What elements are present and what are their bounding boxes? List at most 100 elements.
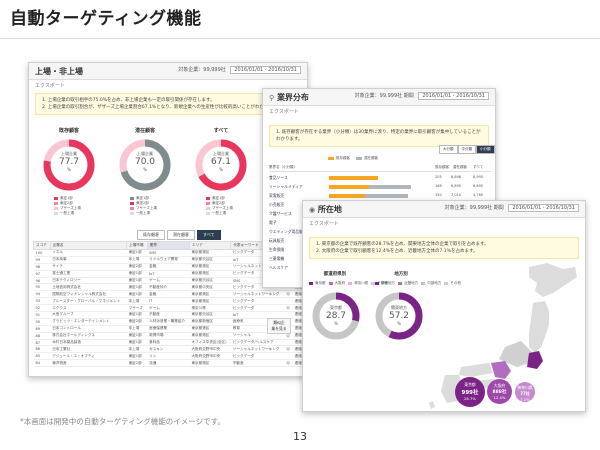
notice-line: 1. 上場企業の取引相手の75.0%を占め、非上場企業も一定の取引関係が存在しま… (42, 98, 215, 103)
contact-link[interactable]: 連絡 (292, 339, 305, 347)
period-picker[interactable]: 2016/01/01 - 2016/10/31 (508, 204, 579, 212)
table-row[interactable]: 88 株式会社ホールディングス 東証1部 新興市場 東京都港区 ソーシャル ☺ 連絡 (33, 332, 305, 340)
table-cell: 不動産 (230, 359, 285, 368)
industry-name[interactable]: 玩具販売 (269, 238, 285, 243)
donut-center: 東京都 28.7 % (325, 305, 347, 326)
column-header[interactable]: 企業名 (49, 241, 128, 250)
contact-link[interactable]: 連絡 (292, 304, 305, 313)
table-row[interactable]: 90 グラビッツ・エンターテインメント 東証2部 人材派遣業・職業紹介 東京都新宿区 医療… (33, 318, 305, 326)
industry-name[interactable]: 電子 (269, 220, 277, 225)
listed-status-window: 上場・非上場 対象企業：99,999社 2016/01/01 - 2016/10… (28, 62, 308, 377)
table-cell: 85 (33, 352, 51, 361)
seg-small[interactable]: 小分類 (476, 145, 495, 154)
contact-link[interactable]: 連絡 (292, 290, 305, 299)
table-cell: 93 (33, 297, 51, 306)
table-row[interactable]: 93 ブルースター・グローバル・マネジメント 非上場 IT 東京都港区 ビッグデータ 連絡 (33, 297, 305, 306)
user-icon[interactable]: ☺ (284, 359, 293, 368)
export-link[interactable]: エクスポート (309, 221, 339, 227)
user-icon[interactable] (284, 311, 293, 319)
contact-link[interactable]: 連絡 (292, 311, 305, 319)
industry-row[interactable]: 生命保険 (269, 246, 491, 254)
industry-row[interactable]: 三菱電機 (269, 255, 491, 263)
industry-row[interactable]: 食品ソース 205 8,898 8,995 (269, 174, 491, 182)
export-link[interactable]: エクスポート (35, 83, 65, 89)
contact-link[interactable]: 連絡 (292, 318, 305, 326)
industry-name[interactable]: 家電販売 (269, 193, 285, 198)
table-row[interactable]: 91 大島グループ 東証1部 不動産 東京都渋谷区 IoT 連絡 (33, 311, 305, 319)
table-cell: 100 (33, 249, 51, 257)
industry-row[interactable]: ヘルスケア (269, 264, 491, 272)
user-icon[interactable] (284, 352, 293, 361)
table-row[interactable]: 89 日本コントロール 非上場 医療保健業 東京都港区 教育 連絡 (33, 325, 305, 333)
user-icon[interactable]: ☺ (284, 304, 293, 313)
table-cell: SNS (147, 249, 190, 257)
filter-existing-button[interactable]: 既存顧客 (137, 230, 165, 240)
period-picker[interactable]: 2016/01/01 - 2016/10/31 (230, 66, 301, 74)
donut-legend: 東証1部 東証2部 マザーズ上場 一般上場 (206, 196, 233, 216)
table-cell: 国際航空フィナンシャル株式会社 (50, 290, 127, 299)
contact-link[interactable]: 連絡 (292, 297, 305, 306)
industry-row[interactable]: ウエディング用品販売 (269, 228, 491, 236)
contact-link[interactable]: 連絡 (292, 325, 305, 333)
industry-name[interactable]: 小売販売 (269, 202, 285, 207)
contact-link[interactable]: 連絡 (292, 352, 305, 361)
export-link[interactable]: エクスポート (269, 109, 299, 115)
filter-potential-button[interactable]: 潜在顧客 (167, 230, 195, 240)
column-header[interactable]: スコア (33, 241, 51, 250)
industry-row[interactable]: ソーシャルメディア 168 6,895 6,895 (269, 183, 491, 191)
table-cell: 東証1部 (126, 283, 148, 292)
user-icon[interactable]: ☺ (284, 290, 293, 299)
table-cell: 東京都港区 (189, 270, 231, 278)
seg-large[interactable]: 大分類 (439, 145, 458, 154)
column-header[interactable]: 業界 (146, 241, 190, 250)
table-cell: 東京都港区 (189, 359, 231, 368)
table-cell: 東京都港区 (189, 332, 231, 340)
table-cell: 東京都渋谷区 (189, 277, 231, 285)
user-icon[interactable] (284, 297, 293, 306)
column-header[interactable]: エリア (188, 241, 232, 250)
donut-center: 上場企業 77.7 % (58, 151, 80, 172)
period-label: 期間 (403, 93, 414, 99)
user-icon[interactable]: ☺ (284, 332, 293, 340)
table-row[interactable]: 87 木村日本薬品製造 東証1部 食料品 オフィス中央区(全区) ビッグデータ/ヘルスケア… (33, 339, 305, 347)
industry-name[interactable]: 生命保険 (269, 247, 285, 252)
table-cell: 87 (33, 339, 51, 347)
user-icon[interactable]: ☺ (284, 345, 293, 354)
location-donut-arc (375, 292, 423, 340)
industry-name[interactable]: ソーシャルメディア (269, 184, 303, 189)
industry-row[interactable]: 家電販売 150 7,010 4,765 (269, 192, 491, 200)
filter-all-button[interactable]: すべて (197, 230, 221, 240)
similar-company-tooltip[interactable]: 類似企 業を見る (267, 318, 291, 334)
table-cell: ビッグデータ (230, 270, 285, 278)
table-cell: 非上場 (126, 345, 148, 354)
table-row[interactable]: 85 アジュール・エ・オプティ 東証1部 リン 大阪府交野市中央 ビッグデータ 連絡 (33, 352, 305, 361)
bubble-kanagawa: 神奈川県 77社 7.1% (515, 382, 535, 402)
industry-name[interactable]: ウエディング用品販売 (269, 229, 307, 234)
contact-link[interactable]: 連絡 (292, 332, 305, 340)
industry-row[interactable]: 電子 (269, 219, 491, 227)
industry-name[interactable]: 三菱電機 (269, 256, 285, 261)
industry-name[interactable]: 食品ソース (269, 175, 288, 180)
bar-existing (329, 176, 378, 180)
table-cell: オフィス中央区(全区) (189, 339, 231, 347)
user-icon[interactable] (284, 339, 293, 347)
column-header[interactable]: 上場市場 (126, 241, 148, 250)
table-cell: 食料品 (147, 339, 190, 347)
seg-medium[interactable]: 中分類 (457, 145, 476, 154)
donut-title: 地方別 (394, 272, 408, 277)
table-cell: ソーシャルネットワーキング (230, 345, 285, 354)
table-row[interactable]: 92 エクラス マザーズ ゲーム 神奈川県 ビッグデータ ☺ 連絡 (33, 304, 305, 313)
table-row[interactable]: 84 東洋物産 東証2部 流通 東京都港区 不動産 ☺ 連絡 (33, 359, 305, 368)
table-row[interactable]: 94 国際航空フィナンシャル株式会社 東証1部 金融 東京都港区 ソーシャルネットワーキン… (33, 290, 305, 299)
table-row[interactable]: 86 日本工業社 非上場 ガスキン 大阪府交野市中央 ソーシャルネットワーキング ☺ 連絡 (33, 345, 305, 354)
industry-name[interactable]: ヘルスケア (269, 265, 288, 270)
table-cell: 95 (33, 283, 51, 292)
industry-row[interactable]: 玩具販売 (269, 237, 491, 245)
industry-name[interactable]: 介護サービス (269, 211, 292, 216)
contact-link[interactable]: 連絡 (292, 359, 305, 368)
donut-title: 既存顧客 (58, 128, 79, 134)
table-cell: 医療保健業 (147, 325, 190, 333)
contact-link[interactable]: 連絡 (292, 345, 305, 354)
period-picker[interactable]: 2016/01/01 - 2016/10/31 (418, 92, 489, 100)
